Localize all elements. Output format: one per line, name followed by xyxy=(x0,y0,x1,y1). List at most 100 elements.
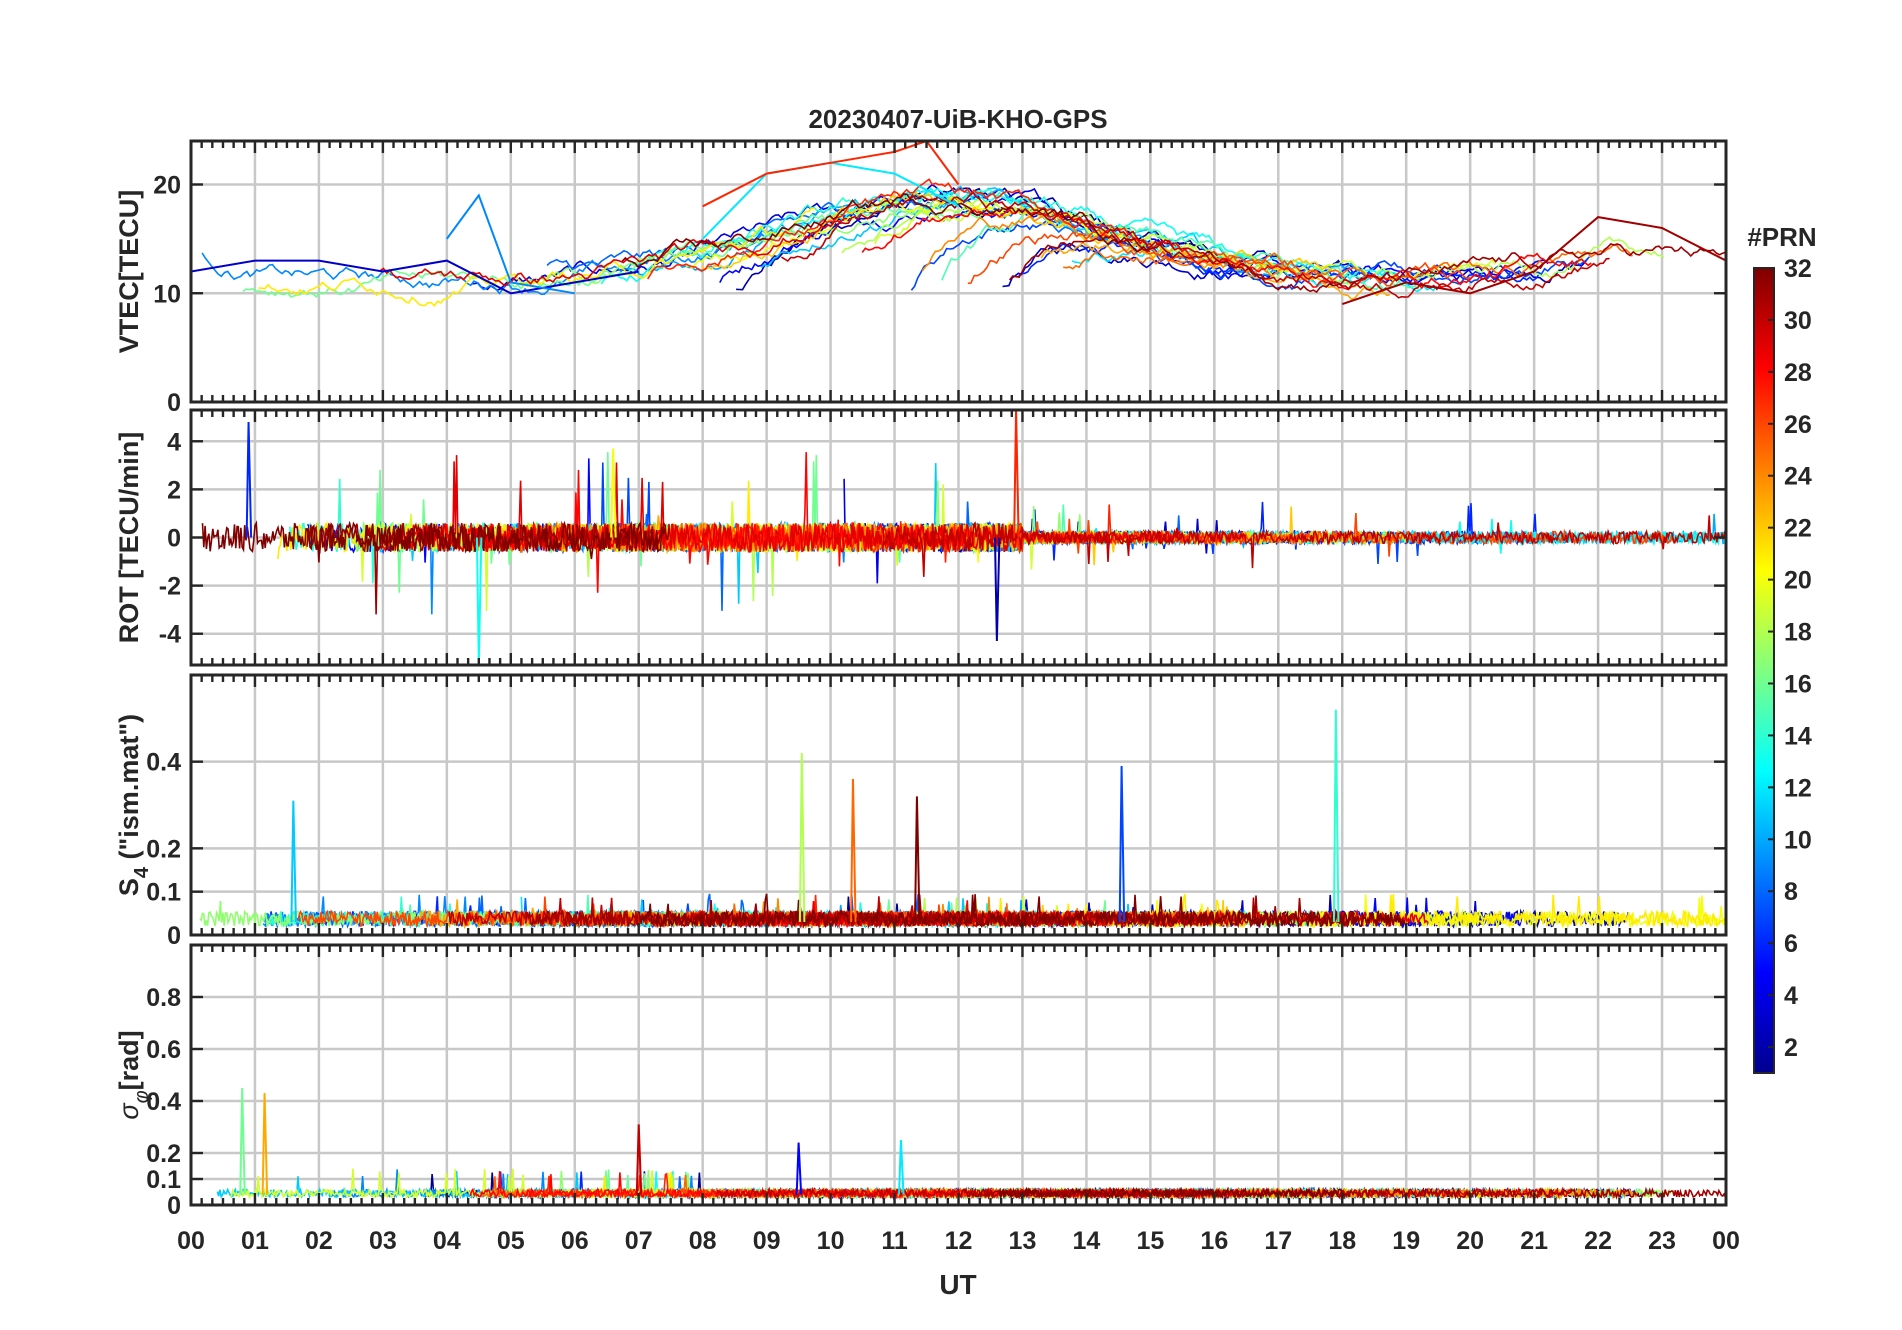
y-tick-label: 0 xyxy=(167,389,181,417)
series-line-prn-25 xyxy=(1063,244,1634,285)
y-axis-label-ROT: ROT [TECU/min] xyxy=(114,432,144,643)
x-tick-label: 16 xyxy=(1200,1227,1228,1255)
series-line-prn-15 xyxy=(941,210,1419,291)
spike xyxy=(1118,765,1126,923)
x-tick-label: 00 xyxy=(1712,1227,1740,1255)
series-line-prn-8 xyxy=(607,501,1250,611)
x-tick-label: 03 xyxy=(369,1227,397,1255)
y-axis-label-VTEC: VTEC[TECU] xyxy=(114,190,144,354)
series-line-prn-24 xyxy=(921,214,1314,281)
y-tick-label: 10 xyxy=(153,280,181,308)
spike xyxy=(1332,709,1340,923)
spike xyxy=(635,1124,643,1195)
x-tick-label: 09 xyxy=(753,1227,781,1255)
series-summary-prn-3 xyxy=(191,259,639,295)
panel-S4: 0 0.1 0.2 0.4S4 ("ism.mat") xyxy=(114,673,1728,950)
y-tick-label: 0.4 xyxy=(146,1088,181,1116)
y-ticks-sigma_phi: 00.10.2 0.4 0.6 0.8 xyxy=(146,984,1726,1220)
colorbar-tick-label: 22 xyxy=(1784,515,1812,543)
y-tick-label: -4 xyxy=(159,621,181,649)
series-line-prn-30 xyxy=(882,515,1726,577)
spike xyxy=(798,752,806,923)
series-line-prn-26 xyxy=(967,228,1471,287)
y-ticks-ROT: -4 -2 0 2 4 xyxy=(159,428,1726,649)
series-line-prn-21 xyxy=(258,207,816,308)
x-tick-label: 23 xyxy=(1648,1227,1676,1255)
colorbar-tick-label: 4 xyxy=(1784,982,1798,1010)
colorbar-title: #PRN xyxy=(1747,222,1816,252)
x-tick-label: 12 xyxy=(945,1227,973,1255)
series-ROT xyxy=(201,410,1726,663)
y-tick-label: -2 xyxy=(159,573,181,601)
panel-sigma_phi: 00.10.2 0.4 0.6 0.8 σφ[rad] xyxy=(114,943,1728,1220)
series-sigma_phi xyxy=(216,1087,1726,1201)
series-line-prn-30 xyxy=(780,191,1610,299)
spike xyxy=(898,1139,905,1195)
colorbar-gradient xyxy=(1753,267,1775,1074)
x-tick-label: 14 xyxy=(1073,1227,1101,1255)
colorbar-tick-label: 24 xyxy=(1784,463,1812,491)
series-VTEC xyxy=(191,141,1726,308)
x-tick-label: 11 xyxy=(881,1227,908,1255)
series-line-prn-31 xyxy=(1008,233,1726,294)
y-tick-label: 0.1 xyxy=(146,879,181,907)
series-line-prn-9 xyxy=(201,228,782,296)
series-line-prn-7 xyxy=(910,216,1590,291)
y-tick-label: 0.2 xyxy=(146,835,181,863)
series-S4 xyxy=(199,709,1726,930)
colorbar-tick-label: 28 xyxy=(1784,359,1812,387)
series-line-prn-3 xyxy=(1002,242,1589,288)
x-tick-label: 20 xyxy=(1456,1227,1484,1255)
x-tick-label: 00 xyxy=(177,1227,205,1255)
colorbar-tick-label: 8 xyxy=(1784,878,1798,906)
x-tick-label: 07 xyxy=(625,1227,653,1255)
y-tick-label: 0.4 xyxy=(146,749,181,777)
colorbar-tick-label: 6 xyxy=(1784,930,1798,958)
series-line-prn-17 xyxy=(521,200,935,289)
series-line-prn-32 xyxy=(998,1186,1346,1201)
colorbar-tick-label: 18 xyxy=(1784,619,1812,647)
spike xyxy=(1013,410,1020,538)
x-axis-label: UT xyxy=(939,1269,976,1300)
panel-VTEC: 0 10 20 VTEC[TECU] xyxy=(114,139,1728,417)
grid-S4 xyxy=(191,675,1726,935)
x-ticks-ROT xyxy=(189,410,1728,665)
spike xyxy=(850,778,857,923)
series-line-prn-29 xyxy=(379,217,848,287)
colorbar-tick-label: 2 xyxy=(1784,1034,1798,1062)
series-summary-prn-9 xyxy=(445,193,575,295)
series-line-prn-16 xyxy=(242,205,986,299)
y-tick-label: 2 xyxy=(167,476,181,504)
x-tick-label: 21 xyxy=(1520,1227,1548,1255)
spike xyxy=(914,796,921,923)
x-tick-label: 18 xyxy=(1328,1227,1356,1255)
y-tick-label: 0 xyxy=(167,1192,181,1220)
colorbar-tick-label: 30 xyxy=(1784,307,1812,335)
y-tick-label: 0.6 xyxy=(146,1036,181,1064)
spike xyxy=(475,537,483,663)
colorbar-tick-label: 16 xyxy=(1784,670,1812,698)
y-axis-label-S4: S4 ("ism.mat") xyxy=(114,714,153,896)
x-tick-label: 22 xyxy=(1584,1227,1612,1255)
x-tick-label: 15 xyxy=(1136,1227,1164,1255)
x-tick-label: 08 xyxy=(689,1227,717,1255)
spike xyxy=(610,448,617,538)
spike xyxy=(239,1087,246,1195)
series-line-prn-32 xyxy=(621,193,1150,269)
y-tick-label: 0.8 xyxy=(146,984,181,1012)
spike xyxy=(795,1142,803,1195)
y-tick-label: 0 xyxy=(167,922,181,950)
series-summary-prn-27 xyxy=(702,141,960,208)
colorbar-tick-label: 32 xyxy=(1784,255,1812,283)
x-tick-label: 19 xyxy=(1392,1227,1420,1255)
spike xyxy=(245,422,253,538)
x-tick-labels: 00 01 02 03 04 05 06 07 08 09 10 11 12 13 14 15 16 17 18 19… xyxy=(177,1227,1740,1255)
x-ticks-VTEC xyxy=(189,141,1728,402)
y-tick-label: 0 xyxy=(167,525,181,553)
x-ticks-S4 xyxy=(189,675,1728,935)
x-tick-label: 02 xyxy=(305,1227,333,1255)
x-tick-label: 01 xyxy=(241,1227,269,1255)
